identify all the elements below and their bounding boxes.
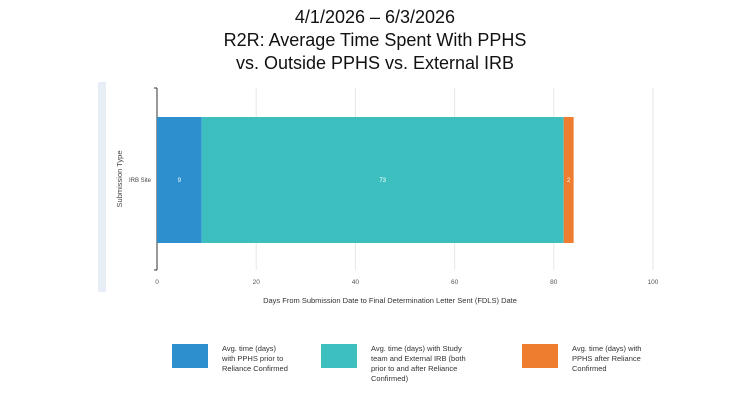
data-label: 9 (178, 178, 182, 184)
legend-swatch-study-team-external-irb (321, 344, 357, 368)
legend-item-pphs-after: Avg. time (days) with PPHS after Relianc… (522, 344, 641, 374)
legend-item-study-team-external-irb: Avg. time (days) with Study team and Ext… (321, 344, 466, 384)
legend-swatch-pphs-prior (172, 344, 208, 368)
x-tick-label: 0 (155, 279, 159, 286)
x-tick-label: 40 (352, 279, 360, 286)
data-label: 73 (379, 178, 386, 184)
legend-line: Avg. time (days) (222, 344, 277, 353)
legend-line: prior to and after Reliance (371, 364, 458, 373)
legend-line: Confirmed) (371, 374, 409, 383)
legend-line: Confirmed (572, 364, 607, 373)
legend-line: Avg. time (days) with Study (371, 344, 462, 353)
legend-item-pphs-prior: Avg. time (days) with PPHS prior to Reli… (172, 344, 288, 374)
y-tick-label: IRB Site (129, 178, 152, 184)
x-tick-label: 100 (648, 279, 659, 286)
bar-segment (563, 117, 574, 243)
legend-swatch-pphs-after (522, 344, 558, 368)
title-line-sub: vs. Outside PPHS vs. External IRB (235, 53, 515, 73)
bar-segment (201, 117, 564, 243)
legend-label-study-team-external-irb: Avg. time (days) with Study team and Ext… (371, 344, 466, 384)
x-tick-label: 80 (550, 279, 558, 286)
title-line-main: R2R: Average Time Spent With PPHS (223, 30, 527, 50)
legend-line: with PPHS prior to (222, 354, 284, 363)
x-tick-label: 20 (253, 279, 261, 286)
legend-line: PPHS after Reliance (572, 354, 641, 363)
x-axis-title: Days From Submission Date to Final Deter… (263, 296, 517, 305)
legend-label-pphs-prior: Avg. time (days) with PPHS prior to Reli… (222, 344, 288, 374)
x-tick-label: 60 (451, 279, 459, 286)
title-line-date-range: 4/1/2026 – 6/3/2026 (294, 7, 456, 27)
chart-title: 4/1/2026 – 6/3/2026 R2R: Average Time Sp… (0, 6, 750, 75)
y-axis-title: Submission Type (115, 151, 124, 208)
bar-segment (157, 117, 202, 243)
legend-label-pphs-after: Avg. time (days) with PPHS after Relianc… (572, 344, 641, 374)
legend-line: Avg. time (days) with (572, 344, 642, 353)
legend-line: team and External IRB (both (371, 354, 466, 363)
legend-line: Reliance Confirmed (222, 364, 288, 373)
chart-side-strip (98, 82, 106, 292)
data-label: 2 (567, 178, 571, 184)
